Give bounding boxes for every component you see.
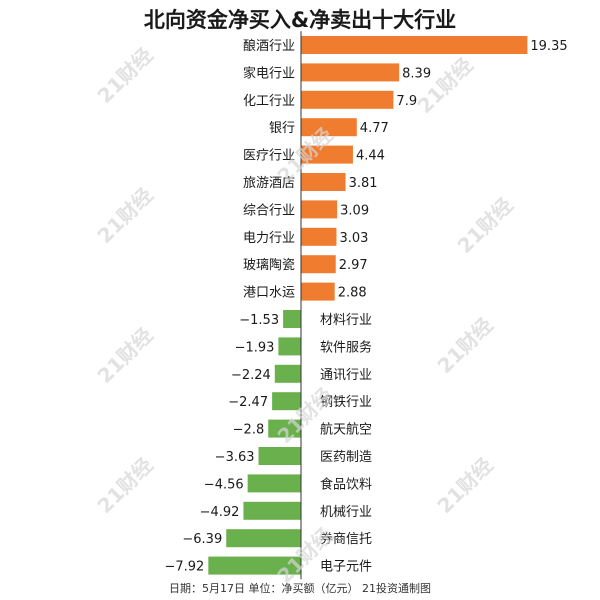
category-label-食品饮料: 食品饮料 — [320, 476, 372, 492]
value-label-医药制造: −3.63 — [215, 450, 255, 465]
bar-通讯行业 — [274, 364, 301, 383]
value-label-银行: 4.77 — [360, 121, 389, 136]
category-label-通讯行业: 通讯行业 — [320, 368, 372, 383]
category-label-港口水运: 港口水运 — [243, 286, 295, 301]
bar-玻璃陶瓷 — [301, 255, 336, 274]
value-label-电力行业: 3.03 — [339, 231, 368, 246]
bar-食品饮料 — [247, 474, 301, 493]
value-label-港口水运: 2.88 — [338, 286, 367, 301]
bar-航天航空 — [268, 419, 301, 438]
bar-酿酒行业 — [301, 36, 528, 54]
value-label-钢铁行业: −2.47 — [228, 395, 268, 410]
value-label-旅游酒店: 3.81 — [349, 176, 378, 191]
value-label-软件服务: −1.93 — [235, 340, 275, 355]
category-label-钢铁行业: 钢铁行业 — [320, 395, 372, 410]
category-label-医药制造: 医药制造 — [320, 450, 372, 465]
bar-软件服务 — [278, 337, 301, 356]
category-label-家电行业: 家电行业 — [243, 65, 295, 81]
category-label-酿酒行业: 酿酒行业 — [243, 38, 295, 54]
bar-医疗行业 — [301, 145, 353, 164]
value-label-医疗行业: 4.44 — [356, 149, 385, 164]
value-label-机械行业: −4.92 — [200, 505, 240, 520]
value-label-券商信托: −6.39 — [182, 532, 222, 547]
category-label-材料行业: 材料行业 — [320, 313, 372, 328]
bar-医药制造 — [258, 447, 301, 465]
bar-港口水运 — [301, 282, 335, 301]
category-label-银行: 银行 — [269, 121, 295, 136]
category-label-电力行业: 电力行业 — [243, 231, 295, 246]
value-label-化工行业: 7.9 — [396, 94, 417, 109]
value-label-电子元件: −7.92 — [164, 560, 204, 575]
value-label-航天航空: −2.8 — [233, 423, 265, 438]
bar-机械行业 — [243, 501, 301, 520]
value-label-综合行业: 3.09 — [340, 203, 369, 218]
chart-title: 北向资金净买入&净卖出十大行业 — [143, 8, 457, 32]
category-label-航天航空: 航天航空 — [320, 422, 372, 438]
category-label-电子元件: 电子元件 — [320, 560, 372, 575]
category-label-医疗行业: 医疗行业 — [243, 149, 295, 164]
bar-化工行业 — [301, 90, 394, 109]
bar-电子元件 — [208, 556, 301, 575]
value-label-酿酒行业: 19.35 — [530, 39, 567, 54]
value-label-食品饮料: −4.56 — [204, 477, 244, 492]
value-label-家电行业: 8.39 — [402, 66, 431, 81]
category-label-软件服务: 软件服务 — [320, 339, 372, 355]
bar-银行 — [301, 118, 357, 137]
bar-材料行业 — [283, 310, 301, 328]
bar-钢铁行业 — [272, 392, 301, 411]
category-label-券商信托: 券商信托 — [320, 531, 372, 547]
category-label-化工行业: 化工行业 — [243, 94, 295, 109]
category-label-综合行业: 综合行业 — [243, 203, 295, 218]
bar-券商信托 — [226, 529, 301, 548]
bar-综合行业 — [301, 200, 338, 219]
value-label-玻璃陶瓷: 2.97 — [339, 258, 368, 273]
category-label-机械行业: 机械行业 — [320, 505, 372, 520]
bar-电力行业 — [301, 227, 337, 246]
bar-旅游酒店 — [301, 173, 346, 191]
category-label-玻璃陶瓷: 玻璃陶瓷 — [243, 257, 295, 273]
value-label-材料行业: −1.53 — [239, 313, 279, 328]
category-label-旅游酒店: 旅游酒店 — [243, 176, 295, 191]
value-label-通讯行业: −2.24 — [231, 368, 271, 383]
bar-家电行业 — [301, 63, 400, 82]
footer-note: 日期：5月17日 单位：净买额（亿元） 21投资通制图 — [169, 582, 431, 595]
